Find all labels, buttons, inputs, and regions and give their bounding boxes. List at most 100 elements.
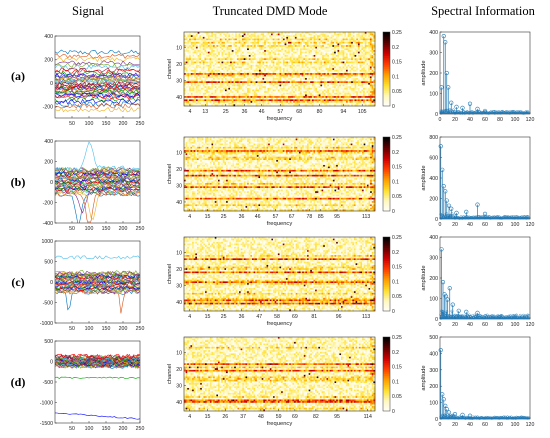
signal-series [55,70,140,77]
dmd-cell [240,33,243,36]
dmd-cell [216,81,219,84]
dmd-cell [230,61,233,64]
dmd-cell [255,36,258,39]
dmd-cell [289,99,292,102]
dmd-cell [270,81,273,84]
dmd-cell [320,55,323,57]
dmd-cell [346,63,349,66]
dmd-cell [313,50,316,53]
dmd-cell [230,99,233,102]
dmd-cell [359,45,362,48]
dmd-cell [209,51,212,54]
dmd-cell [342,58,345,61]
dmd-cell [334,102,337,105]
dmd-cell [308,87,311,90]
dmd-cell [330,45,333,48]
dmd-cell [194,55,197,57]
dmd-cell [352,33,355,36]
dmd-cell [204,48,207,51]
dmd-cell [269,40,272,43]
dmd-cell [276,41,279,44]
dmd-cell [272,45,275,48]
dmd-cell [233,40,236,43]
dmd-cell [204,64,207,67]
dmd-cell [248,50,251,53]
dmd-cell [340,99,343,102]
dmd-cell [201,78,204,80]
dmd-cell [185,53,188,56]
dmd-cell [260,81,263,84]
dmd-cell [264,43,267,46]
dmd-cell [286,40,289,43]
dmd-cell [274,56,277,59]
signal-xtick-label: 200 [119,121,128,127]
dmd-cell [340,45,343,48]
dmd-cell [361,45,364,48]
dmd-cell [320,41,323,44]
dmd-cell [352,36,355,39]
dmd-cell [371,43,374,46]
dmd-cell [311,58,314,61]
dmd-cell [339,63,342,66]
dmd-cell [262,56,265,59]
dmd-cell [371,40,374,43]
dmd-cell [212,32,215,34]
dmd-cell [359,87,362,90]
dmd-cell [260,58,263,61]
dmd-cell [311,69,314,72]
dmd-cell [373,35,376,38]
dmd-cell [276,33,279,36]
dmd-cell [369,45,372,48]
dmd-cell [356,99,359,102]
dmd-cell [259,53,262,56]
dmd-cell [318,55,321,57]
dmd-cell [339,61,342,64]
dmd-cell [269,48,272,51]
dmd-cell [347,53,350,56]
dmd-cell [207,50,210,53]
dmd-cell [293,66,296,69]
dmd-cell [330,41,333,44]
dmd-cell [310,45,313,48]
dmd-cell [216,43,219,46]
dmd-cell [299,56,302,59]
dmd-cell [354,58,357,61]
dmd-cell [311,87,314,90]
dmd-cell [325,53,328,56]
dmd-cell [219,81,222,84]
dmd-cell [259,59,262,62]
dmd-cell [328,63,331,66]
dmd-cell [289,78,292,80]
dmd-cell [204,50,207,53]
dmd-cell [209,59,212,62]
dmd-cell [202,48,205,51]
dmd-cell [204,41,207,44]
dmd-cell [265,36,268,39]
dmd-cell [218,55,221,57]
dmd-cell [247,59,250,62]
dmd-cell [240,50,243,53]
dmd-panel-0: 4 13 25 36 46 57 68 80 94 10510203040frequencycha… [167,30,402,122]
dmd-cell [299,36,302,39]
dmd-cell [206,58,209,61]
dmd-cell [214,40,217,43]
dmd-cell [282,63,285,66]
dmd-cell [209,58,212,61]
dmd-cell [286,55,289,57]
dmd-cell [269,56,272,59]
dmd-cell [265,50,268,53]
dmd-cell [349,102,352,105]
dmd-cell [236,48,239,51]
dmd-cell [192,58,195,61]
dmd-cell [327,55,330,57]
dmd-cell [226,43,229,46]
dmd-cell [224,38,227,41]
dmd-cell [299,38,302,41]
dmd-cell [337,84,340,87]
dmd-cell [325,55,328,57]
dmd-cell [223,66,226,69]
dmd-cell [339,41,342,44]
dmd-cell [359,51,362,54]
dmd-cell [187,63,190,66]
